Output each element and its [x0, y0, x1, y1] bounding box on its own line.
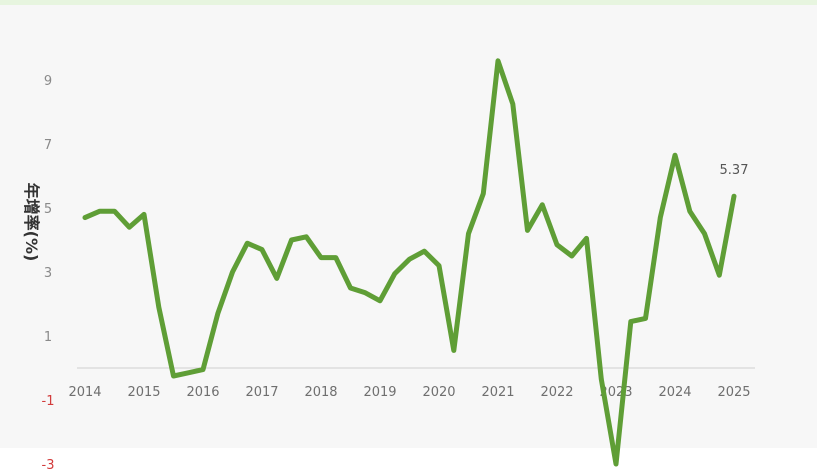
data-label-last: 5.37	[720, 163, 749, 178]
x-tick-label: 2020	[422, 385, 455, 400]
y-tick-label: 3	[44, 266, 52, 281]
y-tick-label: 5	[44, 202, 52, 217]
x-axis-ticks: 2014 2015 2016 2017 2018 2019 2020 2021 2022 2023…	[68, 385, 750, 400]
series-line	[82, 58, 737, 467]
x-tick-label: 2025	[717, 385, 750, 400]
top-accent-bar	[0, 0, 817, 5]
y-tick-label: -1	[42, 394, 55, 409]
x-tick-label: 2016	[186, 385, 219, 400]
x-tick-label: 2021	[481, 385, 514, 400]
x-tick-label: 2015	[127, 385, 160, 400]
x-tick-label: 2024	[658, 385, 691, 400]
plot-background	[0, 5, 817, 448]
y-axis-ticks: 9 7 5 3 1 -1 -3	[42, 74, 55, 469]
x-tick-label: 2019	[363, 385, 396, 400]
y-tick-label: 9	[44, 74, 52, 89]
x-tick-label: 2018	[304, 385, 337, 400]
y-tick-label: -3	[42, 458, 55, 469]
x-tick-label: 2017	[245, 385, 278, 400]
x-tick-label: 2014	[68, 385, 101, 400]
x-tick-label: 2022	[540, 385, 573, 400]
y-tick-label: 1	[44, 330, 52, 345]
y-tick-label: 7	[44, 138, 52, 153]
y-axis-label: 年增率(%)	[22, 183, 41, 262]
